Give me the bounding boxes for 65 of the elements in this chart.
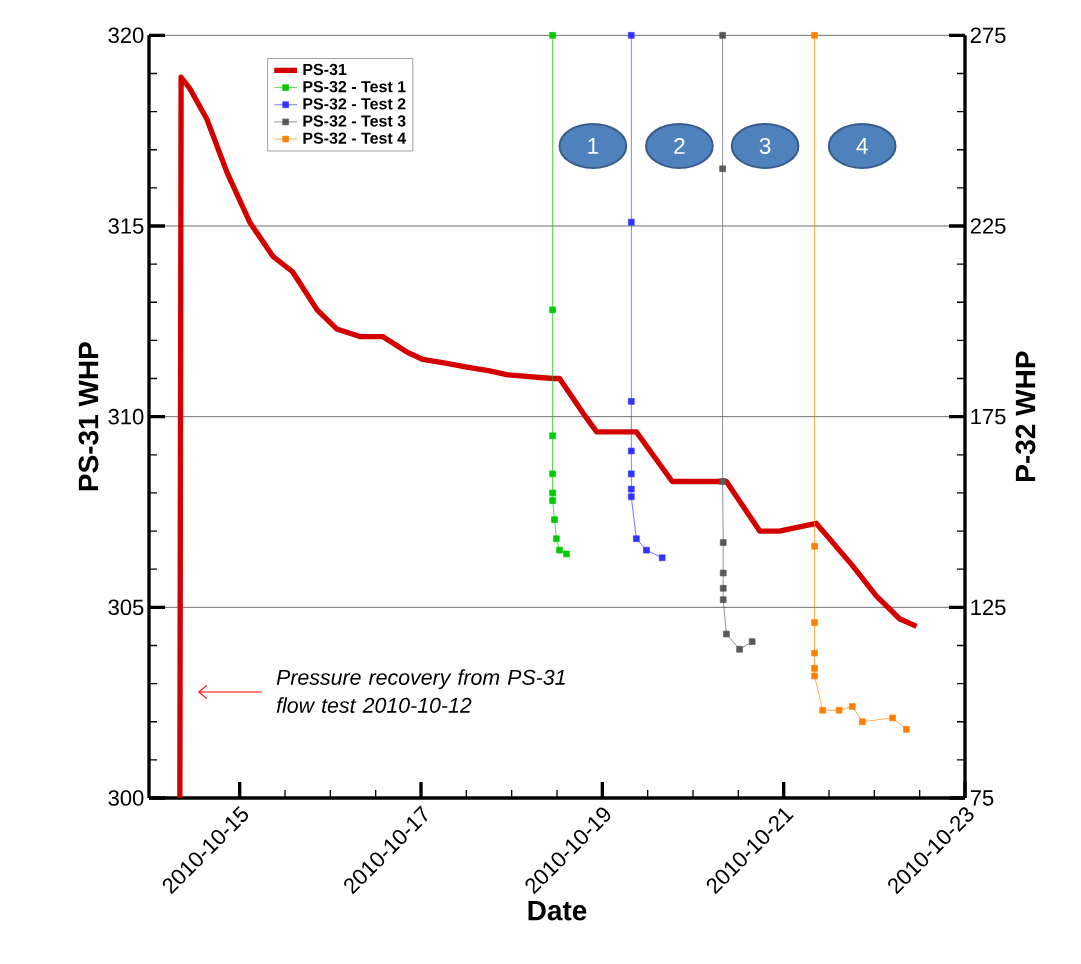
point: [719, 478, 726, 485]
y-tick-label: 300: [108, 790, 144, 806]
y-axis-title: PS-31 WHP: [78, 342, 99, 491]
annotation: Pressure recovery from PS-31 flow test 2010-10-12: [276, 669, 565, 713]
point: [719, 32, 726, 39]
point: [549, 32, 556, 39]
y2-tick-label: 225: [970, 218, 1006, 234]
point: [819, 707, 826, 714]
point: [553, 535, 560, 542]
annotation: 1: [588, 138, 599, 154]
annotation: 3: [759, 137, 771, 154]
legend-label: PS-32 - Test 1: [303, 80, 406, 93]
point: [549, 306, 556, 314]
point: [811, 665, 818, 672]
legend-label: PS-32 - Test 3: [303, 115, 406, 127]
point: [549, 497, 556, 504]
point: [719, 539, 727, 546]
point: [903, 726, 910, 733]
point: [719, 165, 726, 173]
annotation: 4: [856, 138, 868, 154]
y2-axis-title: P-32 WHP: [1015, 351, 1036, 481]
point: [736, 646, 743, 653]
y2-tick-label: 75: [970, 790, 994, 806]
x-axis-title: Date: [528, 900, 587, 921]
point: [811, 672, 818, 680]
point: [658, 554, 666, 562]
y2-tick-label: 125: [971, 599, 1006, 616]
y2-tick-label: 175: [971, 408, 1006, 425]
point: [859, 718, 866, 725]
point: [748, 638, 756, 645]
point: [811, 32, 818, 39]
y2-tick-label: 275: [970, 27, 1006, 44]
point: [549, 489, 556, 497]
annotation: 2: [674, 138, 685, 154]
point: [628, 32, 635, 39]
legend-label: PS-32 - Test 4: [303, 132, 406, 144]
point: [628, 447, 635, 455]
legend-label: PS-31: [303, 63, 347, 76]
point: [811, 619, 818, 626]
point: [556, 546, 563, 554]
point: [551, 516, 558, 523]
point: [628, 218, 635, 226]
point: [628, 470, 635, 478]
y-tick-label: 310: [108, 408, 144, 425]
y-tick-label: 305: [108, 599, 144, 616]
point: [835, 707, 843, 714]
legend-label: PS-32 - Test 2: [303, 98, 406, 110]
point: [549, 432, 556, 439]
y-tick-label: 320: [108, 27, 144, 44]
point: [811, 543, 818, 550]
point: [563, 550, 570, 558]
point: [719, 584, 727, 592]
point: [628, 398, 635, 405]
point: [633, 535, 640, 542]
point: [723, 630, 730, 638]
point: [628, 493, 635, 501]
point: [719, 569, 727, 577]
point: [849, 703, 856, 710]
y-tick-label: 315: [108, 218, 144, 234]
point: [811, 649, 818, 657]
point: [719, 596, 727, 603]
point: [628, 485, 635, 493]
point: [643, 546, 650, 554]
point: [889, 714, 896, 722]
point: [549, 470, 556, 478]
